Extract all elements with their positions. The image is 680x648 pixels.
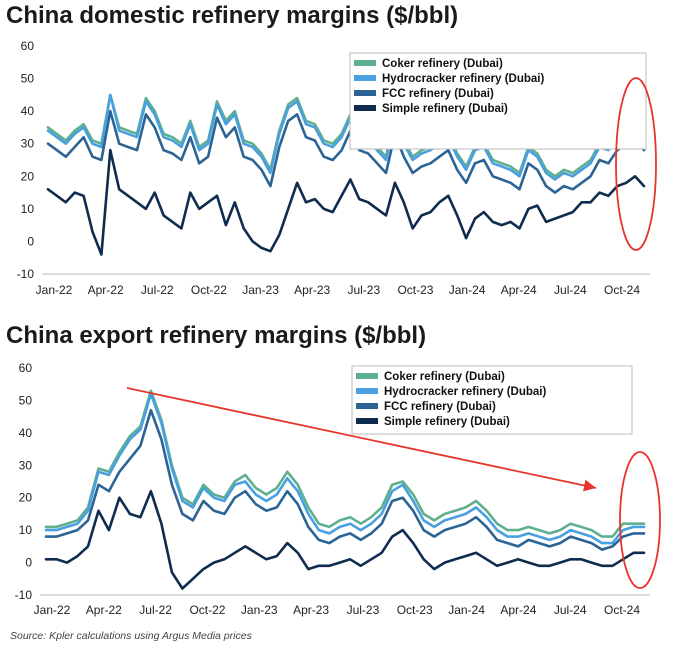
series-line-hydrocracker — [46, 93, 646, 181]
x-tick-label: Apr-22 — [86, 603, 122, 617]
x-tick-label: Oct-22 — [189, 603, 225, 617]
highlight-ellipse — [619, 451, 661, 589]
x-tick-label: Apr-22 — [88, 283, 124, 297]
x-tick-label: Jul-22 — [139, 603, 172, 617]
y-tick-label: 10 — [21, 202, 35, 216]
y-tick-label: 50 — [19, 393, 33, 407]
y-tick-label: 30 — [19, 458, 33, 472]
series-line-coker — [46, 93, 646, 178]
x-tick-label: Jan-22 — [36, 283, 73, 297]
y-tick-label: 40 — [21, 104, 35, 118]
y-tick-label: 40 — [19, 426, 33, 440]
legend-box — [349, 52, 647, 150]
legend-label: Hydrocracker refinery (Dubai) — [382, 73, 545, 85]
legend: Coker refinery (Dubai) Hydrocracker refin… — [349, 52, 647, 150]
x-tick-label: Jan-24 — [449, 283, 486, 297]
legend-label: Simple refinery (Dubai) — [384, 416, 510, 428]
series-line-fcc — [44, 408, 646, 551]
x-tick-label: Oct-24 — [604, 283, 640, 297]
y-tick-label: 60 — [19, 361, 33, 375]
y-tick-label: 30 — [21, 137, 35, 151]
y-tick-label: 60 — [21, 39, 35, 53]
y-tick-label: 20 — [21, 169, 35, 183]
x-tick-label: Apr-24 — [500, 603, 536, 617]
y-tick-label: 0 — [25, 556, 32, 570]
legend-label: Coker refinery (Dubai) — [382, 58, 503, 70]
x-tick-label: Oct-23 — [397, 603, 433, 617]
series-line-hydrocracker — [44, 392, 646, 545]
legend-label: FCC refinery (Dubai) — [384, 401, 496, 413]
x-tick-label: Oct-23 — [397, 283, 433, 297]
x-tick-label: Jan-23 — [241, 603, 278, 617]
x-tick-label: Apr-23 — [293, 603, 329, 617]
y-tick-label: -10 — [17, 267, 35, 281]
x-tick-label: Jul-23 — [347, 603, 380, 617]
legend-label: Coker refinery (Dubai) — [384, 371, 505, 383]
x-tick-label: Oct-22 — [191, 283, 227, 297]
x-tick-label: Apr-24 — [501, 283, 537, 297]
series-line-simple — [46, 148, 646, 256]
x-tick-label: Jul-23 — [347, 283, 380, 297]
trend-arrow-head — [583, 479, 596, 492]
legend-box — [351, 365, 633, 435]
chart-title-export: China export refinery margins ($/bbl) — [6, 322, 427, 349]
y-tick-label: 10 — [19, 523, 33, 537]
x-tick-label: Jan-22 — [34, 603, 71, 617]
x-tick-label: Apr-23 — [294, 283, 330, 297]
x-tick-label: Jan-24 — [448, 603, 485, 617]
x-tick-label: Jul-22 — [141, 283, 174, 297]
x-tick-label: Jul-24 — [554, 283, 587, 297]
y-tick-label: 0 — [27, 234, 34, 248]
x-tick-label: Oct-24 — [604, 603, 640, 617]
highlight-ellipse — [615, 77, 657, 251]
legend: Coker refinery (Dubai) Hydrocracker refin… — [351, 365, 633, 435]
legend-label: Simple refinery (Dubai) — [382, 103, 508, 115]
export-margins-chart: -10 0 10 20 30 40 50 60 Jan-22 Apr-22 Jul-22 Oct-22… — [15, 361, 661, 617]
x-tick-label: Jul-24 — [554, 603, 587, 617]
domestic-margins-chart: -10 0 10 20 30 40 50 60 Jan-22 Apr-22 Jul-22 Oct-22… — [17, 39, 657, 297]
chart-title-domestic: China domestic refinery margins ($/bbl) — [6, 2, 459, 29]
series-line-fcc — [46, 109, 646, 194]
y-tick-label: 20 — [19, 491, 33, 505]
legend-label: Hydrocracker refinery (Dubai) — [384, 386, 547, 398]
x-tick-label: Jan-23 — [242, 283, 279, 297]
y-tick-label: -10 — [15, 588, 33, 602]
y-tick-label: 50 — [21, 72, 35, 86]
source-note: Source: Kpler calculations using Argus M… — [10, 630, 252, 642]
legend-label: FCC refinery (Dubai) — [382, 88, 494, 100]
series-line-simple — [44, 489, 646, 590]
trend-arrow — [126, 387, 597, 489]
